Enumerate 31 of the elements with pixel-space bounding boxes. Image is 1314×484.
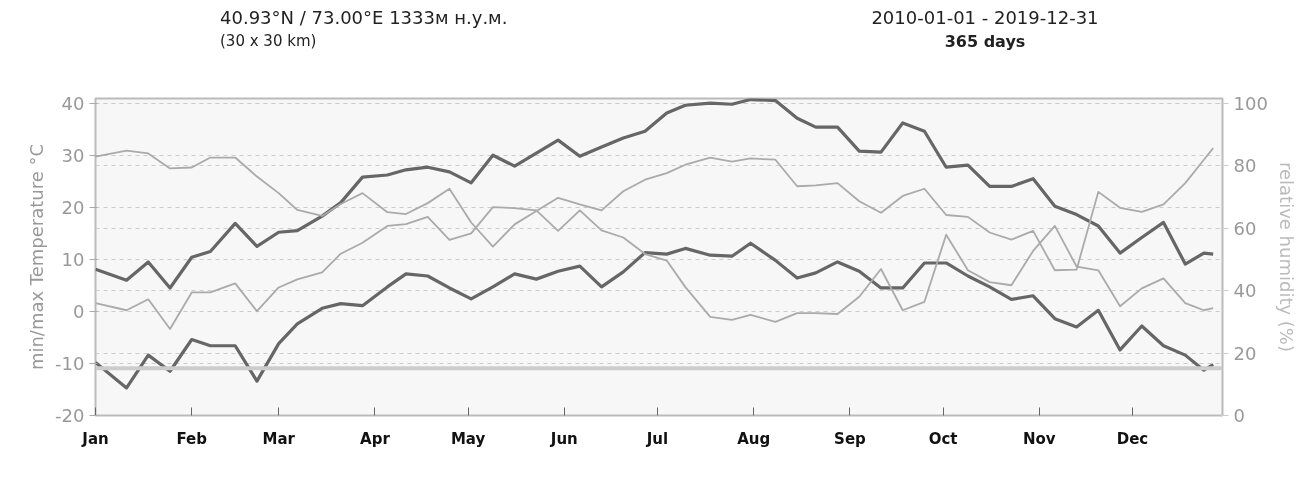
y-tick-label: 10 bbox=[61, 248, 85, 270]
x-tick-label: Oct bbox=[928, 429, 958, 448]
y2-tick-label: 100 bbox=[1233, 92, 1268, 114]
x-tick-label: Nov bbox=[1023, 429, 1056, 448]
y-tick-label: 40 bbox=[61, 92, 85, 114]
y2-tick-label: 20 bbox=[1233, 342, 1257, 364]
x-tick-label: Jan bbox=[81, 429, 109, 448]
x-tick-label: Jul bbox=[645, 429, 669, 448]
x-tick-label: Sep bbox=[834, 429, 867, 448]
x-tick-label: Feb bbox=[176, 429, 208, 448]
y-tick-label: -20 bbox=[55, 405, 85, 426]
y2-tick-label: 0 bbox=[1233, 405, 1245, 426]
x-tick-label: Mar bbox=[262, 429, 296, 448]
y-axis-title: min/max Temperature °C bbox=[26, 143, 48, 371]
chart-title: 40.93°N / 73.00°E 1333м н.у.м. bbox=[220, 6, 509, 30]
chart-subtitle: (30 x 30 km) bbox=[220, 30, 318, 52]
y2-tick-label: 60 bbox=[1233, 217, 1257, 239]
x-tick-label: Dec bbox=[1116, 429, 1149, 448]
text: 2010-01-01 - 2019-12-31 bbox=[870, 6, 1100, 30]
x-tick-label: Aug bbox=[737, 429, 771, 448]
y2-axis-title: relative humidity (%) bbox=[1275, 162, 1297, 352]
y-tick-label: 0 bbox=[73, 300, 85, 322]
x-tick-label: May bbox=[450, 429, 486, 448]
y2-tick-label: 40 bbox=[1233, 280, 1257, 302]
text: 365 days bbox=[943, 30, 1027, 53]
y-tick-label: 20 bbox=[61, 196, 85, 218]
x-tick-label: Apr bbox=[360, 429, 391, 448]
y-tick-label: 30 bbox=[61, 144, 85, 166]
y-tick-label: -10 bbox=[55, 352, 85, 374]
y2-tick-label: 80 bbox=[1233, 155, 1257, 177]
x-tick-label: Jun bbox=[549, 429, 578, 448]
